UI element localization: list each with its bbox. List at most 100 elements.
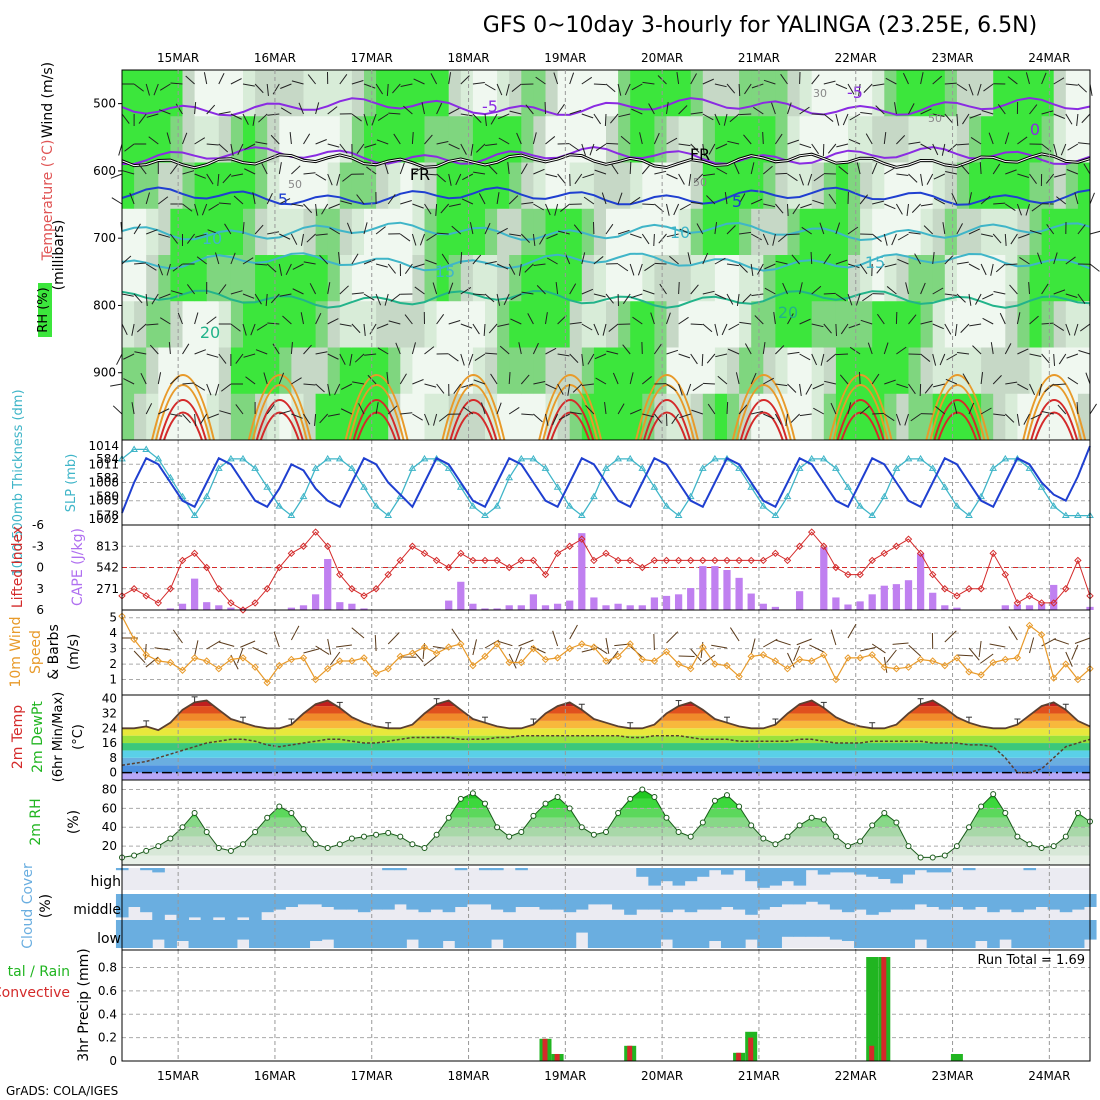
wind-barb: [1023, 413, 1030, 425]
wind-barb: [811, 285, 822, 295]
rh-legend-swatch: [38, 283, 52, 337]
thickness-point: [190, 511, 199, 519]
wind-barb: [1029, 315, 1039, 325]
cloud-low-cell: [793, 920, 807, 937]
wind-barb: [252, 192, 256, 205]
contour-label: 10: [670, 223, 690, 242]
wind-barb: [723, 113, 728, 126]
wind-barb: [557, 230, 570, 235]
cloud-low-cell: [478, 920, 492, 948]
boundary-layer-contour: [937, 411, 978, 441]
precip-axis-label: 3hr Precip (mm): [76, 948, 92, 1061]
wind-barb: [511, 83, 522, 92]
wind-speed-point: [142, 651, 150, 659]
wind-barb: [270, 293, 280, 304]
wind-barb: [581, 76, 593, 85]
rh-shade-cell: [956, 162, 970, 210]
rh-band: [122, 846, 1090, 856]
rh-shade-cell: [364, 347, 377, 395]
wind-speed-point: [432, 649, 441, 657]
thickness-point: [590, 492, 598, 500]
rh-shade-cell: [981, 393, 994, 441]
wind-barb: [376, 139, 389, 145]
wind-speed-point: [1074, 675, 1082, 684]
wind-barb: [642, 81, 655, 85]
rh-shade-cell: [956, 255, 970, 302]
cloud-high-cell: [938, 868, 952, 873]
wind-barb: [581, 323, 593, 331]
wind-barb: [552, 413, 559, 426]
wind-barb: [237, 647, 244, 664]
thickness-point: [638, 464, 647, 471]
boundary-layer-contour: [159, 399, 207, 441]
rh-shade-cell: [412, 255, 425, 302]
rh-shade-cell: [388, 255, 401, 302]
rh-point: [203, 828, 210, 835]
wind-barb: [291, 413, 303, 419]
cape-bar: [832, 597, 840, 610]
wind-barb: [554, 203, 559, 216]
rh-point: [542, 800, 549, 807]
wind-barb: [521, 291, 534, 295]
wind-barb: [729, 627, 740, 642]
wind-barb: [1017, 173, 1030, 178]
wind-barb: [629, 263, 635, 276]
wind-barb: [481, 402, 486, 415]
rh-shade-cell: [606, 208, 619, 256]
wind-barb: [641, 376, 652, 385]
wind-barb: [581, 113, 594, 119]
rh-shade-cell: [400, 208, 413, 256]
wind-barb: [508, 195, 519, 205]
rh-shade-cell: [896, 116, 909, 163]
lifted-index-point: [348, 585, 356, 593]
rh-point: [1002, 810, 1009, 817]
precip-convective-bar: [554, 1053, 560, 1061]
temperature-axis-label: Temperature (°C): [40, 140, 56, 262]
wind-barb: [980, 233, 993, 237]
wind-barb: [1065, 323, 1071, 336]
rh-shade-cell: [811, 208, 825, 256]
wind-barb: [716, 167, 728, 175]
wind-barb: [498, 137, 510, 145]
rh-shade-cell: [448, 162, 462, 210]
rh-shade-cell: [811, 255, 825, 302]
wind-barb: [1065, 293, 1078, 298]
rh-shade-cell: [436, 116, 450, 163]
wind-barb: [194, 102, 197, 115]
wind-barb: [250, 323, 256, 336]
wind-barb: [327, 173, 333, 186]
wind-barb: [557, 383, 564, 395]
rh-tick: 80: [102, 782, 117, 796]
rh-shade-cell: [255, 208, 268, 256]
lifted-index-point: [650, 556, 659, 565]
rh-point: [445, 814, 452, 821]
rh-shade-cell: [400, 116, 413, 163]
wind-barb: [430, 73, 438, 85]
wind-barb: [886, 649, 897, 663]
cloud-middle-cell: [745, 894, 758, 915]
rh-shade-cell: [291, 162, 304, 210]
thickness-point: [771, 511, 780, 519]
wind-speed-point: [457, 640, 465, 648]
wind-barb: [145, 83, 150, 96]
wind-barb: [272, 343, 280, 355]
isotherm-15: [121, 252, 1091, 272]
rh-shade-cell: [194, 347, 208, 395]
wind-barb: [653, 233, 655, 247]
wind-barb: [871, 233, 882, 242]
cape-bar: [638, 605, 646, 610]
cloud-high-cell: [793, 868, 807, 886]
wind-barb: [896, 173, 909, 176]
thickness-point: [759, 502, 768, 509]
wind-barb: [1017, 383, 1029, 391]
wind-barb: [557, 103, 565, 115]
upper-air-grid: [177, 70, 1050, 440]
cloud-low-cell: [599, 920, 613, 948]
rh-shade-cell: [545, 70, 559, 117]
wind-barb: [932, 143, 939, 156]
wind-barb: [956, 261, 969, 265]
rh-point: [469, 790, 476, 797]
cloud-middle-cell: [1047, 894, 1061, 910]
wind-barb: [395, 342, 401, 355]
